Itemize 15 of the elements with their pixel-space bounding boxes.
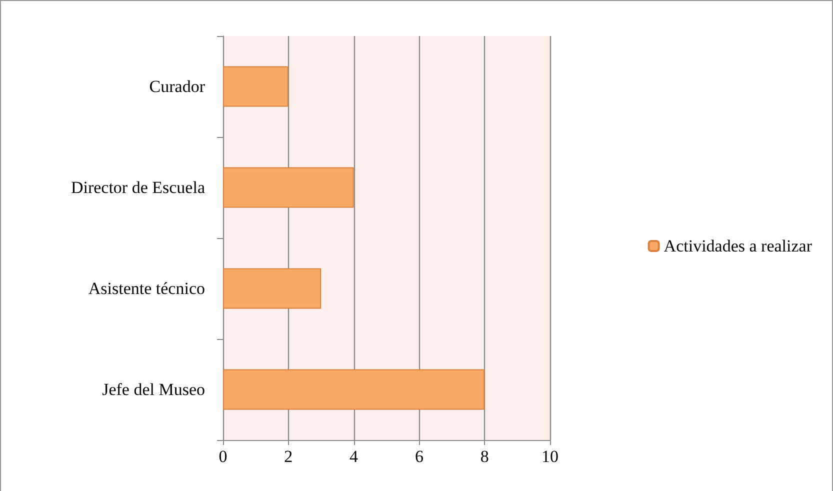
bar (223, 268, 322, 309)
bar (223, 66, 288, 107)
x-tick-label: 10 (542, 447, 558, 466)
legend-label: Actividades a realizar (664, 236, 812, 256)
y-tick-label: Asistente técnico (88, 279, 205, 298)
x-tick-label: 4 (350, 447, 359, 466)
bar (223, 167, 354, 208)
bar (223, 369, 485, 410)
y-tick-label: Jefe del Museo (102, 380, 205, 399)
x-tick-label: 0 (218, 447, 228, 466)
x-tick-label: 8 (480, 447, 489, 466)
y-tick-label: Director de Escuela (70, 178, 206, 197)
y-tick-label: Curador (149, 77, 206, 96)
x-tick-label: 2 (284, 447, 293, 466)
x-tick-label: 6 (414, 447, 424, 466)
